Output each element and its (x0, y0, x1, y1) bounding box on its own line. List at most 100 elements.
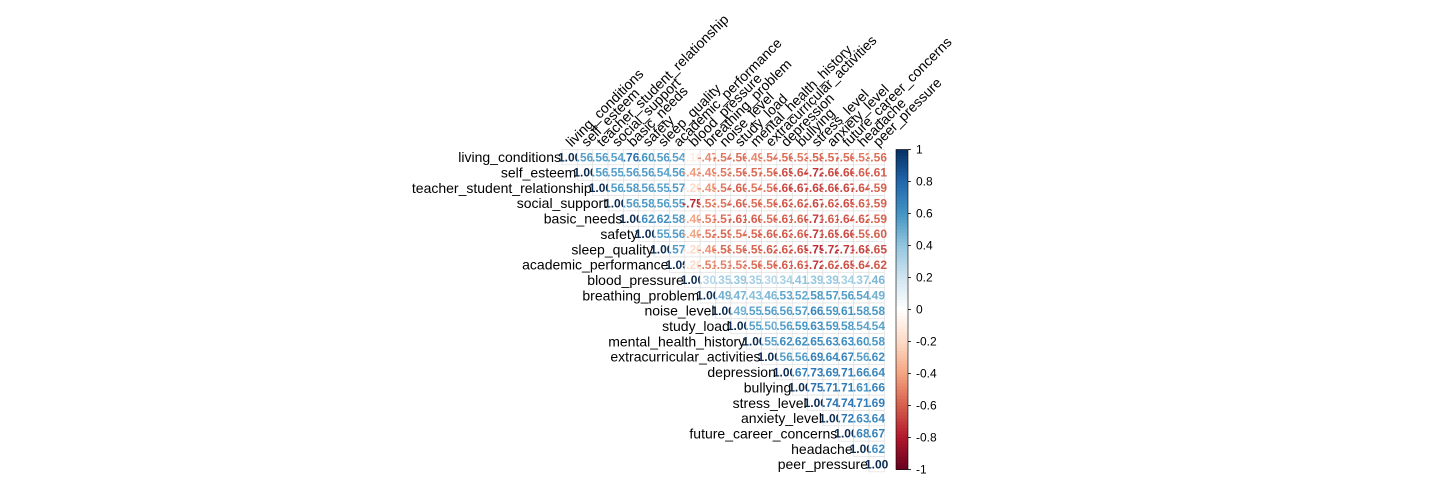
cell-value-label: .59 (822, 304, 839, 318)
colorbar-segment (896, 162, 908, 166)
colorbar-tick-label: 1 (916, 143, 923, 157)
cell-value-label: -.56 (728, 166, 749, 180)
colorbar-segment (896, 235, 908, 240)
cell-value-label: -.60 (790, 212, 811, 226)
colorbar-segment (896, 424, 908, 429)
colorbar-segment (896, 255, 908, 259)
cell-value-label: .56 (592, 166, 609, 180)
colorbar-segment (896, 447, 908, 451)
cell-value-label: -.54 (713, 181, 734, 195)
cell-value-label: -.61 (774, 212, 795, 226)
cell-value-label: .58 (853, 304, 870, 318)
colorbar-tick-label: 0.2 (916, 271, 933, 285)
cell-value-label: -.20 (682, 181, 703, 195)
cell-value-label: -.65 (820, 227, 841, 241)
cell-value-label: .66 (807, 304, 824, 318)
cell-value-label: -.53 (728, 258, 749, 272)
cell-value-label: 1.00 (788, 381, 812, 395)
cell-value-label: -.63 (774, 196, 795, 210)
cell-value-label: -.61 (728, 212, 749, 226)
cell-value-label: .62 (776, 335, 793, 349)
cell-value-label: 1.00 (665, 258, 689, 272)
cell-value-label: .52 (792, 289, 809, 303)
cell-value-label: 1.00 (696, 289, 720, 303)
cell-value-label: .56 (669, 166, 686, 180)
cell-value-label: 1.00 (742, 335, 766, 349)
cell-value-label: .59 (822, 319, 839, 333)
cell-value-label: .68 (853, 427, 870, 441)
cell-value-label: .56 (638, 181, 655, 195)
colorbar-segment (896, 466, 908, 470)
cell-value-label: .34 (838, 273, 855, 287)
cell-value-label: .56 (853, 350, 870, 364)
cell-value-label: -.57 (713, 212, 734, 226)
cell-value-label: .46 (868, 273, 885, 287)
cell-value-label: -.56 (759, 181, 780, 195)
cell-value-label: -.68 (851, 242, 872, 256)
cell-value-label: -.66 (774, 181, 795, 195)
cell-value-label: .63 (853, 411, 870, 425)
cell-value-label: .35 (746, 273, 763, 287)
cell-value-label: -.56 (759, 212, 780, 226)
cell-value-label: -.62 (774, 242, 795, 256)
colorbar-segment (896, 383, 908, 387)
colorbar-segment (896, 258, 908, 262)
colorbar-segment (896, 178, 908, 182)
cell-value-label: 1.00 (711, 304, 735, 318)
cell-value-label: -.62 (759, 242, 780, 256)
colorbar-segment (896, 239, 908, 243)
cell-value-label: -.72 (805, 258, 826, 272)
cell-value-label: .67 (792, 365, 809, 379)
row-label-blood-pressure: blood_pressure (587, 272, 684, 288)
cell-value-label: -.62 (790, 196, 811, 210)
colorbar-segment (896, 200, 908, 205)
cell-value-label: -.65 (836, 196, 857, 210)
cell-value-label: .63 (838, 335, 855, 349)
cell-value-label: .56 (761, 304, 778, 318)
colorbar-segment (896, 354, 908, 358)
cell-value-label: .62 (653, 212, 670, 226)
cell-value-label: .43 (746, 289, 763, 303)
cell-value-label: .47 (730, 289, 747, 303)
cell-value-label: .65 (807, 335, 824, 349)
cell-value-label: -.60 (759, 227, 780, 241)
cell-value-label: 1.00 (758, 350, 782, 364)
cell-value-label: -.72 (820, 242, 841, 256)
cell-value-label: .56 (776, 350, 793, 364)
colorbar-segment (896, 216, 908, 221)
row-label-sleep-quality: sleep_quality (571, 241, 653, 257)
cell-value-label: .58 (868, 335, 885, 349)
cell-value-label: -.58 (713, 242, 734, 256)
colorbar-segment (896, 431, 908, 435)
cell-value-label: .62 (792, 335, 809, 349)
cell-value-label: .71 (838, 365, 855, 379)
cell-value-label: .76 (623, 150, 640, 164)
colorbar-segment (896, 210, 908, 214)
colorbar-segment (896, 456, 908, 461)
cell-value-label: -.54 (713, 150, 734, 164)
colorbar-segment (896, 351, 908, 355)
cell-value-label: -.49 (697, 166, 718, 180)
row-label-depression: depression (707, 364, 776, 380)
cell-value-label: -.64 (790, 166, 811, 180)
cell-value-label: 1.00 (573, 166, 597, 180)
cell-value-label: -.56 (866, 150, 887, 164)
cell-value-label: 1.00 (589, 181, 613, 195)
colorbar-segment (896, 168, 908, 173)
cell-value-label: -.54 (759, 150, 780, 164)
colorbar-tick-label: -0.6 (916, 399, 937, 413)
colorbar-segment (896, 415, 908, 419)
row-label-stress-level: stress_level (733, 395, 807, 411)
row-label-social-support: social_support (517, 195, 607, 211)
cell-value-label: -.53 (851, 150, 872, 164)
cell-value-label: -.61 (851, 196, 872, 210)
cell-value-label: -.20 (682, 242, 703, 256)
cell-value-label: 1.00 (558, 150, 582, 164)
cell-value-label: -.56 (744, 196, 765, 210)
cell-value-label: -.45 (697, 181, 718, 195)
colorbar-segment (896, 331, 908, 336)
cell-value-label: .62 (638, 212, 655, 226)
cell-value-label: -.60 (728, 196, 749, 210)
